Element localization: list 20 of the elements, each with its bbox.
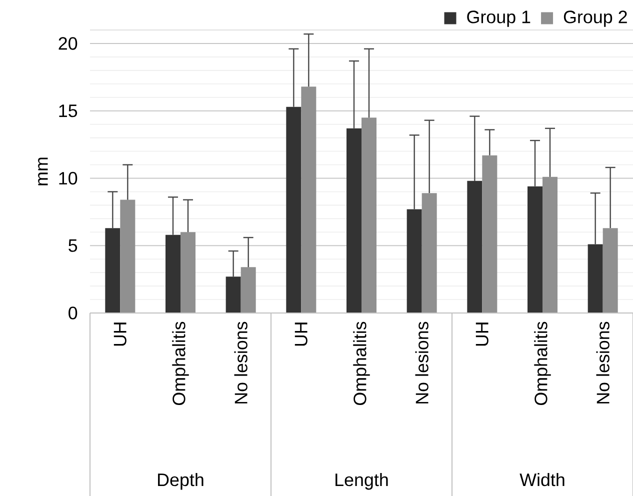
text: Length	[336, 473, 388, 490]
x-tick-label: No lesions	[415, 322, 428, 404]
legend-label: Group 2	[564, 10, 627, 27]
y-tick-label: 15	[59, 104, 78, 118]
x-tick-label: UH	[114, 322, 126, 346]
text: Depth	[158, 473, 204, 490]
y-axis-title: mm	[38, 158, 48, 186]
x-tick-label: UH	[294, 322, 308, 346]
x-tick-label: Omphalitis	[353, 322, 370, 406]
y-tick-label: 0	[68, 306, 78, 320]
text: Width	[520, 473, 564, 486]
legend-label: Group 1	[467, 10, 530, 27]
x-tick-label: Omphalitis	[534, 322, 551, 406]
y-tick-label: 20	[58, 37, 78, 50]
y-tick-label: 10	[59, 172, 78, 185]
y-tick-label: 5	[68, 239, 78, 252]
x-tick-label: No lesions	[234, 322, 248, 404]
x-tick-label: Omphalitis	[172, 322, 189, 406]
x-tick-label: No lesions	[596, 322, 610, 404]
x-tick-label: UH	[476, 322, 488, 346]
